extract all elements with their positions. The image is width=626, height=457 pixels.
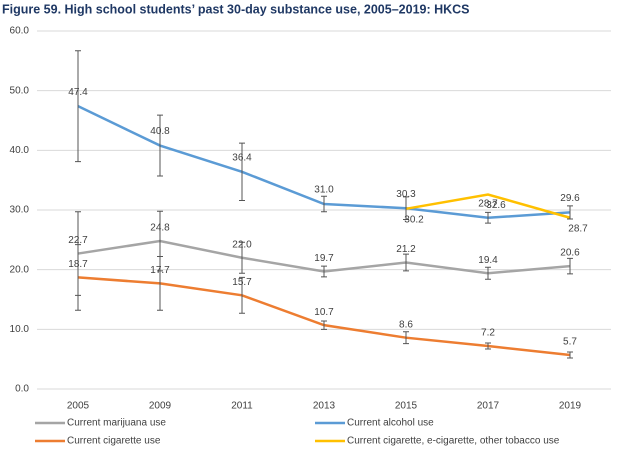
data-label: 10.7: [314, 307, 334, 318]
data-label: 36.4: [232, 152, 252, 163]
error-bar: [567, 351, 573, 359]
error-bar: [403, 253, 409, 272]
data-label: 17.7: [150, 265, 170, 276]
data-label: 28.7: [478, 198, 498, 209]
data-label: 7.2: [481, 328, 495, 339]
data-label: 5.7: [563, 337, 577, 348]
error-bar: [485, 342, 491, 350]
data-label: 32.6: [486, 200, 506, 211]
error-bar: [75, 244, 81, 311]
data-label: 19.7: [314, 253, 334, 264]
x-tick-label: 2015: [395, 401, 418, 412]
series-line: [405, 193, 571, 219]
y-tick-label: 40.0: [10, 145, 30, 156]
error-bar: [403, 331, 409, 345]
data-label: 28.7: [568, 223, 588, 234]
y-tick-label: 50.0: [10, 85, 30, 96]
error-bar: [567, 205, 573, 220]
error-bar: [321, 195, 327, 213]
error-bar: [485, 266, 491, 280]
x-tick-label: 2005: [67, 401, 90, 412]
error-bar: [75, 50, 81, 163]
data-label: 18.7: [68, 259, 88, 270]
data-label: 47.4: [68, 87, 88, 98]
data-label: 22.0: [232, 239, 252, 250]
x-tick-label: 2009: [149, 401, 172, 412]
y-tick-label: 30.0: [10, 205, 30, 216]
data-label: 30.3: [396, 189, 416, 200]
error-bar: [239, 276, 245, 314]
x-tick-label: 2013: [313, 401, 336, 412]
error-bar: [321, 265, 327, 278]
data-label: 30.2: [404, 214, 424, 225]
y-tick-label: 20.0: [10, 264, 30, 275]
chart-title: Figure 59. High school students’ past 30…: [2, 2, 470, 16]
error-bar: [567, 257, 573, 275]
data-label: 8.6: [399, 319, 413, 330]
y-tick-label: 0.0: [15, 384, 29, 395]
data-label: 29.6: [560, 193, 580, 204]
x-tick-label: 2017: [477, 401, 500, 412]
data-label: 24.8: [150, 223, 170, 234]
data-label: 19.4: [478, 255, 498, 266]
data-label: 31.0: [314, 185, 334, 196]
data-label: 15.7: [232, 277, 252, 288]
legend-label: Current alcohol use: [347, 418, 434, 429]
legend-label: Current cigarette, e-cigarette, other to…: [347, 436, 560, 447]
data-label: 40.8: [150, 126, 170, 137]
legend-label: Current marijuana use: [67, 418, 166, 429]
error-bar: [239, 241, 245, 274]
x-tick-label: 2019: [559, 401, 582, 412]
error-bar: [485, 211, 491, 224]
error-bar: [321, 320, 327, 330]
data-label: 20.6: [560, 248, 580, 259]
data-label: 21.2: [396, 244, 416, 255]
legend-label: Current cigarette use: [67, 436, 161, 447]
error-bar: [239, 142, 245, 201]
x-tick-label: 2011: [231, 401, 253, 412]
y-tick-label: 60.0: [10, 26, 30, 37]
error-bar: [157, 114, 163, 177]
y-tick-label: 10.0: [10, 324, 30, 335]
error-bar: [157, 256, 163, 311]
data-label: 22.7: [68, 235, 88, 246]
error-bar: [403, 196, 409, 221]
